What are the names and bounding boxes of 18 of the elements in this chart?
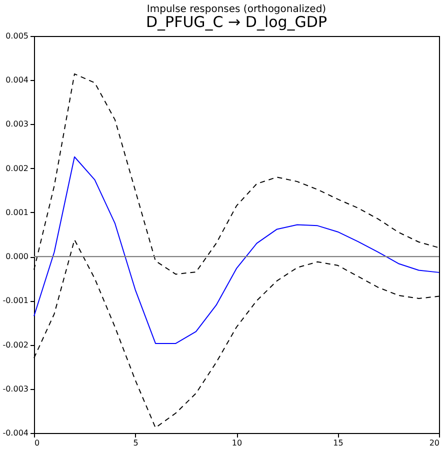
x-tick-label: 15 — [333, 438, 344, 448]
y-tick-label: -0.001 — [2, 296, 28, 306]
y-tick-label: 0.000 — [6, 252, 28, 262]
x-tick-label: 5 — [133, 438, 138, 448]
y-tick-label: 0.004 — [6, 76, 28, 85]
chart-title: Impulse responses (orthogonalized) — [146, 4, 326, 15]
y-tick-label: 0.005 — [6, 32, 28, 40]
y-tick-label: 0.002 — [6, 164, 28, 173]
y-tick-label: -0.004 — [2, 428, 28, 438]
y-tick-label: -0.003 — [2, 384, 28, 394]
y-tick-label: 0.003 — [6, 120, 28, 129]
x-tick-label: 20 — [429, 438, 440, 448]
x-tick-label: 10 — [232, 438, 242, 448]
chart-subtitle: D_PFUG_C → D_log_GDP — [146, 13, 328, 31]
x-tick-label: 0 — [34, 438, 40, 448]
y-tick-label: -0.002 — [2, 340, 28, 350]
y-tick-label: 0.001 — [6, 208, 28, 217]
line-series — [34, 156, 440, 344]
